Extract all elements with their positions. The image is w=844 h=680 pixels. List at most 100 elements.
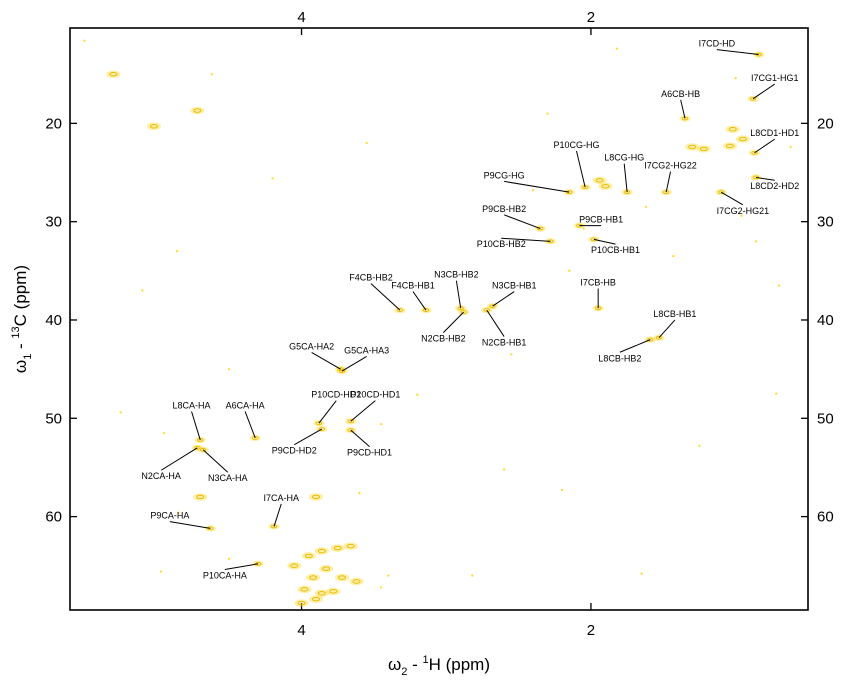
plot-frame [69, 27, 809, 611]
y-tick-label-left-60: 60 [45, 509, 62, 526]
y-tick-label-right-60: 60 [817, 509, 834, 526]
leaders-layer [160, 49, 775, 571]
labels-layer: I7CD-HD I7CG1-HG1 A6CB-HB L8CD1-HD1 L8CD2-HD… [141, 39, 799, 581]
peak-g5ca-ha3-label: G5CA-HA3 [344, 345, 389, 355]
unassigned-peak-23 [326, 587, 341, 596]
noise-point-2 [271, 177, 274, 180]
peak-n3cb-hb2-label: N3CB-HB2 [434, 270, 479, 280]
unassigned-peak-13 [330, 544, 345, 552]
noise-point-11 [672, 254, 675, 258]
peak-l8cb-hb2-leader [619, 339, 651, 353]
peak-f4cb-hb1-leader [412, 291, 427, 311]
peak-p9cb-hb2-leader [503, 214, 541, 230]
noise-point-34 [471, 574, 474, 577]
peak-i7cb-hb-label: I7CB-HB [580, 278, 616, 288]
peak-p9cg-hg-leader [504, 180, 570, 193]
noise-point-25 [531, 189, 535, 192]
peak-p10cb-hb1-leader [593, 238, 616, 245]
peak-n3cb-hb2-leader [455, 280, 462, 309]
unassigned-peak-10 [193, 493, 208, 501]
noise-point-35 [640, 572, 643, 575]
peak-l8ca-ha-label: L8CA-HA [173, 400, 211, 410]
peak-f4cb-hb1-label: F4CB-HB1 [391, 281, 435, 291]
peak-a6cb-hb-leader [680, 99, 686, 119]
unassigned-peak-8 [722, 142, 737, 150]
peak-n2cb-hb1-leader [486, 309, 505, 337]
noise-point-27 [227, 557, 231, 561]
noise-point-7 [227, 367, 231, 371]
y-tick-label-left-20: 20 [45, 115, 62, 132]
unassigned-peak-20 [314, 589, 329, 598]
peak-a6ca-ha-leader [244, 411, 256, 439]
peak-p9cd-hd2-label: P9CD-HD2 [272, 446, 317, 456]
noise-point-28 [615, 47, 619, 50]
peak-n3ca-ha-leader [202, 449, 229, 473]
noise-point-29 [734, 76, 737, 80]
unassigned-peak-21 [294, 599, 309, 607]
peak-l8cd1-hd1-label: L8CD1-HD1 [750, 128, 799, 138]
peak-p10cg-hg-label: P10CG-HG [553, 140, 599, 150]
unassigned-peak-18 [306, 573, 321, 582]
unassigned-peak-1 [190, 106, 205, 115]
y-tick-label-right-40: 40 [817, 312, 834, 329]
peaks-layer [106, 51, 765, 607]
noise-point-30 [789, 145, 792, 149]
peak-n2cb-hb2-leader [442, 311, 464, 333]
unassigned-peak-15 [343, 542, 358, 550]
unassigned-peak-24 [308, 595, 324, 603]
peak-p10cb-hb2-label: P10CB-HB2 [477, 239, 526, 249]
peak-l8cb-hb2-label: L8CB-HB2 [598, 353, 641, 363]
peak-p10cd-hd2-leader [318, 400, 337, 424]
peak-n2cb-hb1-label: N2CB-HB1 [482, 338, 527, 348]
noise-point-0 [83, 39, 86, 42]
noise-point-3 [365, 141, 368, 145]
peak-p9cb-hb2-label: P9CB-HB2 [482, 204, 526, 214]
unassigned-peak-3 [696, 145, 711, 153]
peak-l8cd2-hd2-leader [755, 176, 775, 181]
unassigned-peak-17 [334, 573, 350, 582]
peak-n3ca-ha-label: N3CA-HA [208, 473, 248, 483]
peak-n2ca-ha-leader [160, 447, 198, 471]
noise-point-31 [754, 240, 758, 243]
axis-ticks: 4 4 2 2 20 20 30 30 40 40 50 50 60 60 [45, 9, 833, 639]
noise-point-5 [141, 289, 144, 292]
peak-p10cb-hb1-label: P10CB-HB1 [591, 245, 640, 255]
peak-p9ca-ha [204, 525, 216, 532]
noise-point-18 [159, 570, 163, 573]
unassigned-peak-11 [308, 493, 324, 501]
y-tick-label-right-30: 30 [817, 214, 834, 231]
x-tick-label-top-2: 2 [587, 9, 595, 26]
peak-p9ca-ha-label: P9CA-HA [150, 511, 189, 521]
peak-n2ca-ha-label: N2CA-HA [141, 471, 181, 481]
y-tick-label-left-30: 30 [45, 214, 62, 231]
peak-a6ca-ha-label: A6CA-HA [226, 400, 265, 410]
peak-g5ca-ha2-label: G5CA-HA2 [289, 341, 334, 351]
peak-l8cg-hg-label: L8CG-HG [604, 153, 644, 163]
unassigned-peak-14 [301, 552, 316, 560]
x-tick-label-bottom-2: 2 [587, 622, 595, 639]
unassigned-peak-4 [725, 125, 740, 134]
peak-p9cg-hg-label: P9CG-HG [484, 170, 525, 180]
peak-p9cd-hd1-label: P9CD-HD1 [347, 448, 392, 458]
y-tick-label-left-40: 40 [45, 312, 62, 329]
y-tick-label-right-50: 50 [817, 410, 834, 427]
noise-point-9 [510, 353, 513, 356]
unassigned-peak-0 [106, 70, 121, 78]
unassigned-peak-7 [598, 182, 613, 191]
peak-p10cd-hd1-label: P10CD-HD1 [350, 390, 400, 400]
peak-p10cb-hb2-leader [501, 237, 551, 242]
y-tick-label-left-50: 50 [45, 410, 62, 427]
unassigned-peak-16 [319, 564, 334, 573]
peak-p9cd-hd1-leader [350, 429, 370, 448]
peak-p10cg-hg-leader [575, 150, 586, 188]
peak-i7cd-hd-label: I7CD-HD [699, 39, 736, 49]
unassigned-peak-9 [685, 143, 700, 151]
noise-point-20 [387, 574, 390, 577]
noise-point-10 [568, 269, 571, 273]
peak-p9cd-hd2-leader [294, 428, 323, 446]
noise-point-6 [175, 249, 179, 253]
peak-i7cg1-hg1-label: I7CG1-HG1 [751, 73, 799, 83]
peak-i7cd-hd-leader [716, 49, 759, 56]
unassigned-peak-19 [297, 585, 312, 594]
